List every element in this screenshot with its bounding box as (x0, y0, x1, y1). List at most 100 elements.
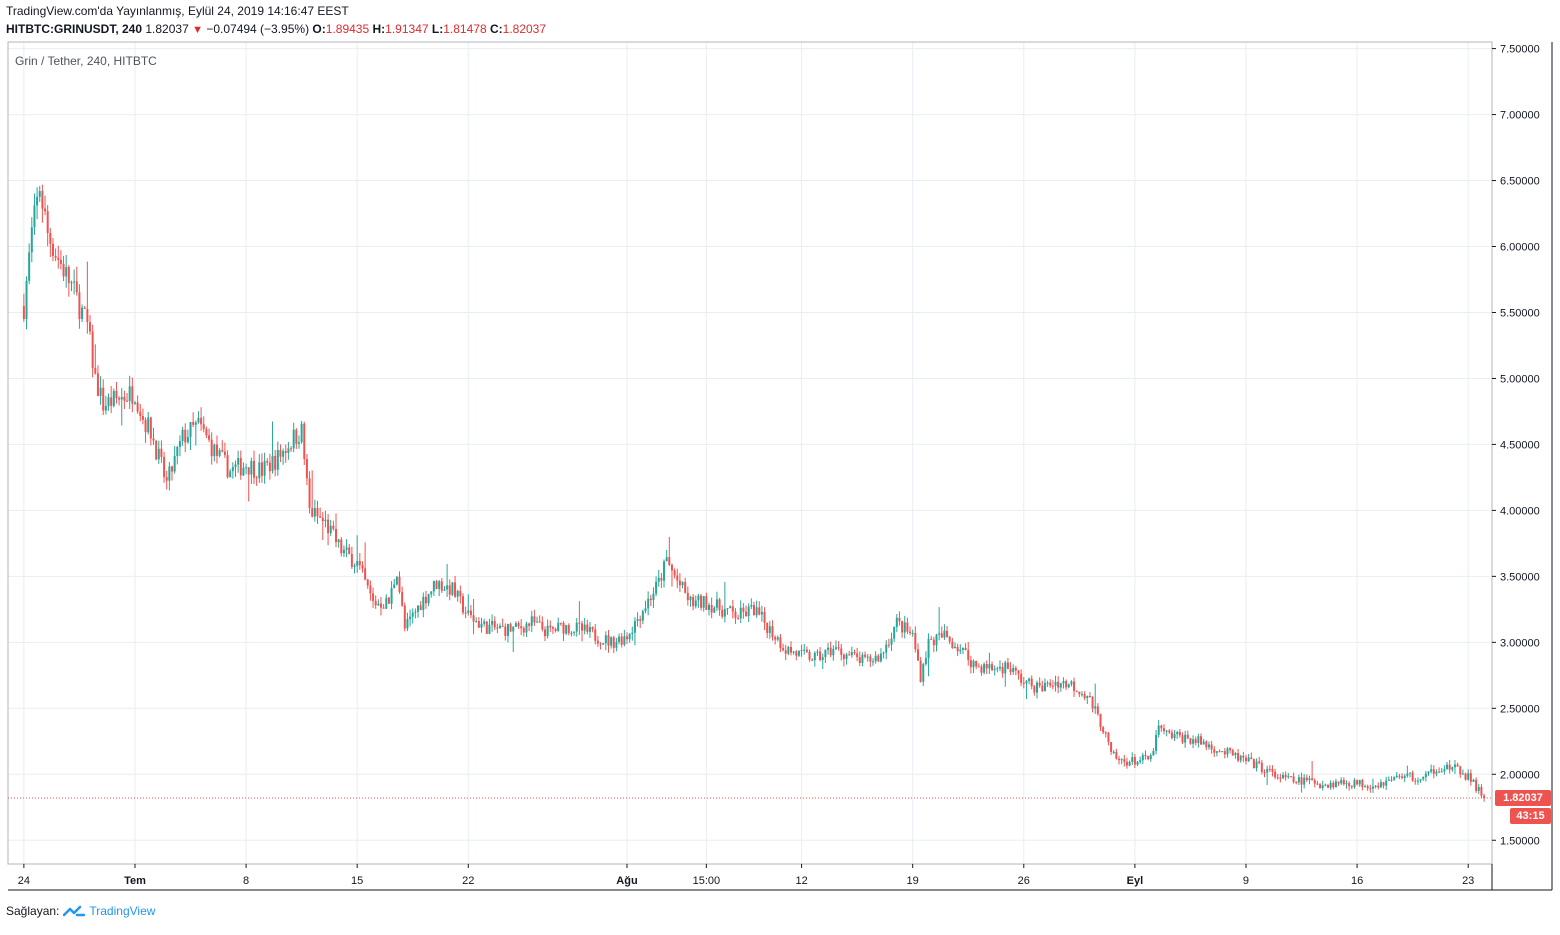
candle-body (192, 422, 195, 425)
candle-body (480, 623, 483, 628)
candle-body (652, 593, 655, 601)
candle-body (276, 449, 279, 470)
candle-body (266, 461, 269, 463)
candle-body (935, 634, 938, 646)
candle-body (956, 646, 959, 652)
candle-body (559, 622, 562, 624)
high-value: 1.91347 (385, 22, 429, 36)
candle-body (1461, 773, 1464, 775)
x-tick-label: 26 (1018, 875, 1030, 887)
candle-body (1432, 769, 1435, 774)
candle-body (1006, 662, 1009, 669)
candle-body (245, 467, 248, 469)
candle-body (731, 606, 734, 612)
candle-body (565, 625, 568, 634)
candle-body (234, 464, 237, 468)
candle-body (475, 621, 478, 623)
candle-body (1390, 779, 1393, 781)
candle-body (440, 581, 443, 591)
candle-body (1260, 762, 1263, 773)
candle-body (374, 600, 377, 606)
candle-body (44, 208, 47, 212)
candle-body (406, 619, 409, 629)
candle-body (1242, 755, 1245, 758)
candle-body (237, 458, 240, 465)
candle-body (787, 646, 790, 654)
candle-body (348, 547, 351, 554)
candle-body (763, 611, 766, 623)
candle-body (38, 191, 41, 197)
candle-body (1223, 751, 1226, 755)
candle-body (387, 597, 390, 604)
x-tick-label: Ağu (616, 875, 637, 887)
candle-body (102, 387, 105, 411)
candle-body (342, 549, 345, 554)
candle-body (729, 606, 732, 609)
x-tick-label: 24 (18, 875, 30, 887)
x-tick-label: 16 (1351, 875, 1363, 887)
candle-body (438, 581, 441, 589)
candle-body (189, 422, 192, 437)
candle-body (504, 626, 507, 636)
candle-body (149, 417, 152, 439)
candle-body (1313, 780, 1316, 784)
candle-body (361, 565, 364, 569)
candle-body (506, 624, 509, 636)
candle-body (488, 624, 491, 634)
candle-body (1176, 731, 1179, 735)
candle-body (271, 455, 274, 472)
candle-body (1279, 777, 1282, 779)
candle-body (1078, 691, 1081, 695)
candle-body (1054, 681, 1057, 686)
candle-body (1210, 744, 1213, 750)
candle-body (692, 596, 695, 607)
candle-body (996, 668, 999, 670)
candle-body (742, 607, 745, 612)
last-price-badge: 1.82037 (1495, 789, 1551, 806)
candle-body (1139, 760, 1142, 762)
candle-body (546, 625, 549, 637)
candle-body (681, 582, 684, 586)
candle-body (226, 455, 229, 478)
candle-body (215, 444, 218, 456)
candle-body (1110, 742, 1113, 753)
candle-body (1004, 662, 1007, 674)
candle-body (292, 429, 295, 449)
candle-body (1062, 681, 1065, 684)
tradingview-logo-icon[interactable] (63, 904, 86, 918)
candle-body (91, 331, 94, 368)
candle-body (1059, 683, 1062, 688)
candle-body (377, 603, 380, 606)
candle-body (1369, 788, 1372, 790)
candle-body (1102, 727, 1105, 733)
candle-body (1472, 779, 1475, 782)
candle-body (657, 577, 660, 582)
candle-body (1435, 771, 1438, 774)
candle-body (845, 654, 848, 659)
candle-body (186, 436, 189, 443)
y-tick-label: 2.50000 (1500, 703, 1540, 715)
tradingview-link[interactable]: TradingView (89, 904, 156, 918)
candle-body (1379, 782, 1382, 788)
candle-body (321, 517, 324, 522)
candle-body (1099, 713, 1102, 728)
candle-body (1239, 755, 1242, 761)
bar-countdown-badge: 43:15 (1510, 807, 1551, 824)
down-arrow-icon: ▼ (192, 24, 203, 36)
candle-body (636, 619, 639, 622)
candle-body (152, 438, 155, 441)
candle-body (834, 647, 837, 649)
x-tick-label: 15 (351, 875, 363, 887)
candle-body (36, 196, 39, 206)
candle-body (1332, 782, 1335, 788)
candle-body (909, 631, 912, 634)
candle-body (644, 608, 647, 612)
candle-body (99, 387, 102, 396)
candle-body (914, 632, 917, 650)
candle-body (491, 620, 494, 625)
candle-body (1361, 780, 1364, 788)
candle-body (686, 592, 689, 601)
candle-body (543, 629, 546, 637)
